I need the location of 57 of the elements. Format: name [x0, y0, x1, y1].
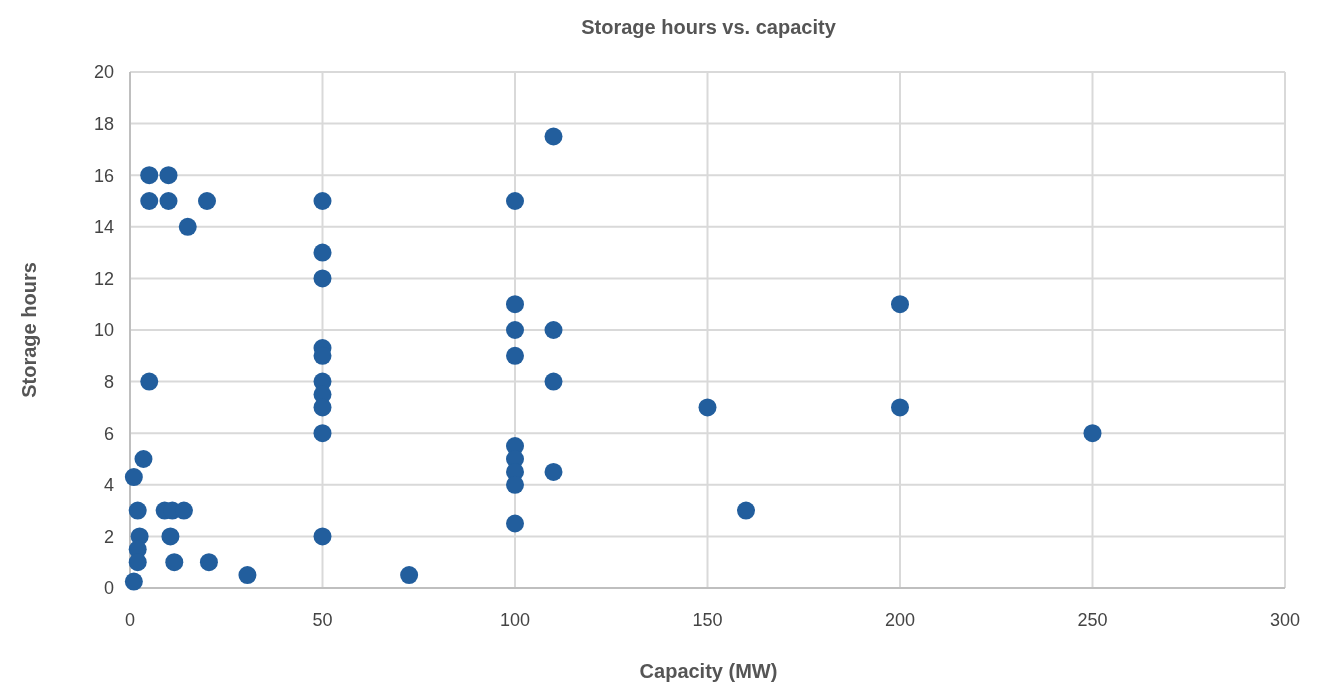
- y-tick-label: 6: [103, 423, 114, 444]
- point: [238, 566, 257, 585]
- point: [891, 398, 909, 417]
- point: [313, 192, 332, 210]
- point: [506, 346, 524, 365]
- point: [199, 553, 218, 572]
- point: [506, 514, 524, 533]
- y-tick-label: 2: [103, 526, 114, 547]
- point: [198, 192, 216, 210]
- y-tick-label: 20: [93, 62, 114, 83]
- point: [313, 243, 332, 262]
- y-axis-title: Storage hours: [18, 262, 40, 398]
- x-axis-title: Capacity (MW): [639, 660, 778, 682]
- point: [159, 192, 178, 210]
- y-tick-label: 18: [93, 113, 114, 134]
- point: [140, 192, 159, 210]
- point: [128, 501, 147, 520]
- chart-title: Storage hours vs. capacity: [581, 16, 837, 38]
- x-tick-label: 250: [1077, 610, 1108, 630]
- point: [544, 462, 563, 481]
- y-tick-label: 10: [93, 320, 114, 341]
- point: [165, 553, 184, 572]
- point: [178, 217, 197, 236]
- point: [313, 527, 332, 546]
- y-tick-label: 16: [93, 165, 114, 186]
- point: [140, 372, 159, 391]
- point: [159, 166, 178, 185]
- point: [506, 192, 524, 210]
- point: [128, 553, 147, 572]
- point: [737, 501, 755, 520]
- point: [140, 166, 159, 185]
- point: [161, 527, 180, 546]
- point: [506, 295, 524, 314]
- point: [400, 566, 419, 585]
- point: [891, 295, 909, 314]
- y-tick-label: 14: [93, 217, 114, 238]
- point: [313, 269, 332, 288]
- point: [1083, 424, 1102, 443]
- point: [544, 372, 563, 391]
- point: [124, 468, 143, 487]
- y-tick-label: 8: [103, 371, 114, 392]
- x-tick-label: 100: [499, 610, 531, 630]
- point: [124, 572, 143, 591]
- point: [544, 321, 563, 339]
- x-tick-label: 300: [1269, 610, 1301, 630]
- y-tick-label: 4: [103, 475, 114, 496]
- x-tick-label: 0: [124, 610, 136, 630]
- point: [506, 321, 524, 339]
- point: [698, 398, 717, 417]
- point: [134, 450, 153, 468]
- x-tick-label: 150: [692, 610, 723, 630]
- x-tick-label: 50: [312, 610, 333, 630]
- y-tick-label: 12: [93, 268, 114, 289]
- y-tick-label: 0: [103, 578, 114, 599]
- point: [313, 424, 332, 443]
- point: [544, 127, 563, 146]
- x-tick-label: 200: [884, 610, 916, 630]
